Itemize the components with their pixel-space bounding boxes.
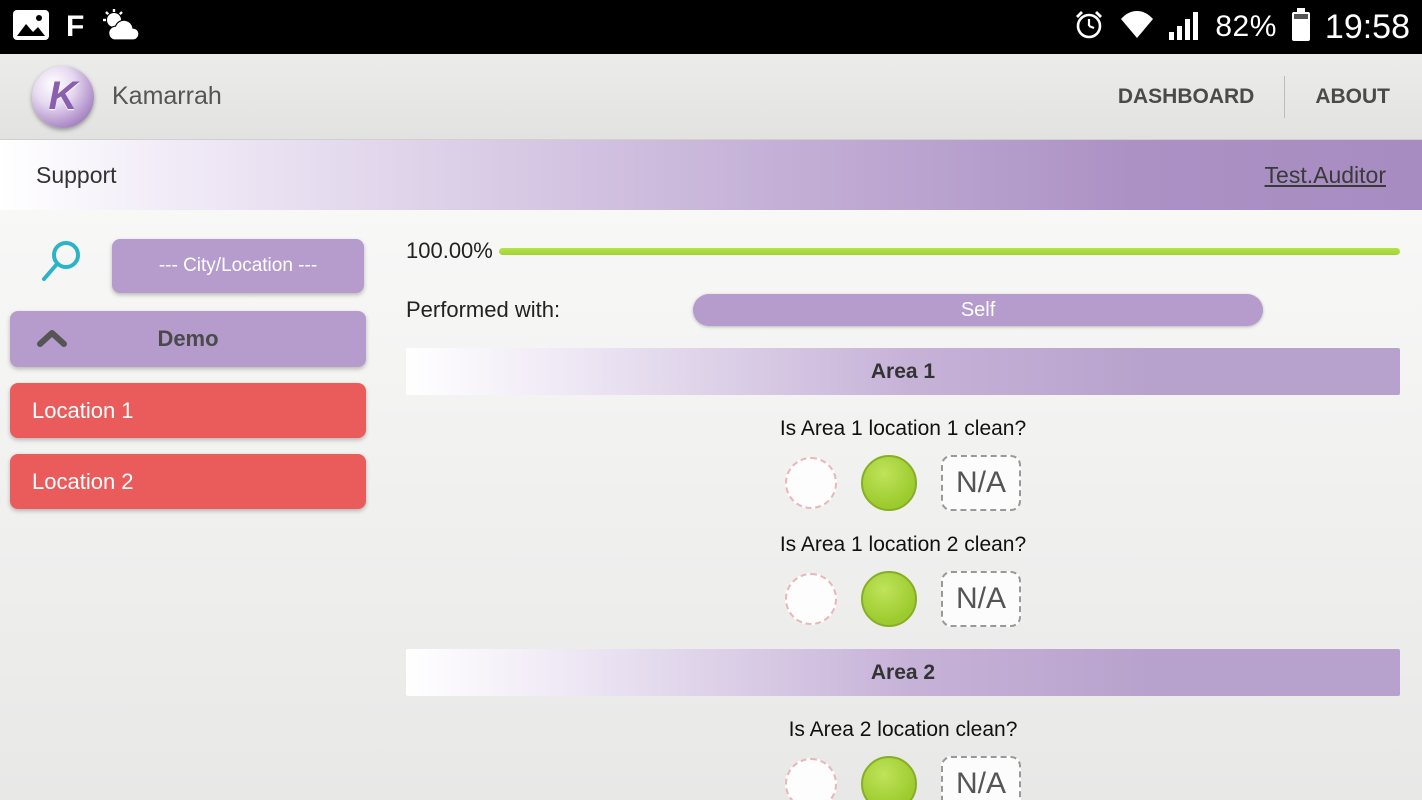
location-2-button[interactable]: Location 2 (10, 454, 366, 509)
support-bar: Support Test.Auditor (0, 140, 1422, 210)
chevron-up-icon (36, 328, 68, 351)
option-yes-circle-selected[interactable] (861, 571, 917, 627)
gallery-icon (12, 9, 50, 46)
nav-divider (1284, 75, 1286, 118)
weather-icon (100, 8, 142, 47)
option-na-button[interactable]: N/A (941, 455, 1021, 511)
progress-row: 100.00% (406, 238, 1400, 264)
option-na-button[interactable]: N/A (941, 571, 1021, 627)
progress-fill (498, 247, 1400, 255)
nav-about[interactable]: ABOUT (1315, 84, 1390, 108)
option-na-button[interactable]: N/A (941, 756, 1021, 800)
area-2-header[interactable]: Area 2 (406, 649, 1400, 696)
performed-with-row: Performed with: Self (406, 294, 1400, 326)
search-row: --- City/Location --- (0, 238, 378, 293)
wifi-icon (1119, 10, 1155, 45)
app-name: Kamarrah (112, 82, 222, 110)
option-no-circle[interactable] (785, 758, 837, 800)
alarm-icon (1073, 9, 1105, 46)
nav-dashboard[interactable]: DASHBOARD (1117, 84, 1255, 108)
performed-with-label: Performed with: (406, 297, 561, 322)
android-status-bar: F (0, 0, 1422, 54)
kamarrah-logo: K (32, 65, 94, 128)
question-2: Is Area 1 location 2 clean? N/A (406, 533, 1400, 627)
user-link[interactable]: Test.Auditor (1264, 161, 1386, 188)
audit-panel: 100.00% Performed with: Self Area 1 Is A… (378, 210, 1422, 800)
question-3: Is Area 2 location clean? N/A (406, 718, 1400, 800)
progress-label: 100.00% (406, 238, 493, 263)
question-2-options: N/A (406, 571, 1400, 627)
demo-group-button[interactable]: Demo (10, 311, 366, 367)
option-yes-circle-selected[interactable] (861, 756, 917, 800)
status-bar-notifications: F (12, 8, 142, 47)
area-2-title: Area 2 (870, 660, 936, 684)
option-no-circle[interactable] (785, 457, 837, 509)
question-3-text: Is Area 2 location clean? (788, 718, 1018, 741)
support-title: Support (36, 161, 117, 188)
f-app-icon: F (66, 10, 85, 43)
content: --- City/Location --- Demo Location 1 Lo… (0, 210, 1422, 800)
question-3-options: N/A (406, 756, 1400, 800)
battery-icon (1291, 7, 1311, 47)
battery-percent: 82% (1215, 10, 1277, 43)
group-label: Demo (157, 326, 219, 351)
logo-letter: K (48, 74, 78, 118)
signal-icon (1169, 9, 1201, 46)
option-no-circle[interactable] (785, 573, 837, 625)
question-1-text: Is Area 1 location 1 clean? (779, 417, 1027, 440)
area-1-header[interactable]: Area 1 (406, 348, 1400, 395)
area-1-title: Area 1 (870, 359, 936, 383)
option-yes-circle-selected[interactable] (861, 455, 917, 511)
header-nav: DASHBOARD ABOUT (1117, 75, 1390, 118)
performed-with-select[interactable]: Self (693, 294, 1264, 326)
sidebar: --- City/Location --- Demo Location 1 Lo… (0, 210, 378, 800)
progress-bar (498, 247, 1400, 255)
question-1-options: N/A (406, 455, 1400, 511)
clock-text: 19:58 (1324, 7, 1410, 46)
question-2-text: Is Area 1 location 2 clean? (779, 533, 1027, 556)
location-1-button[interactable]: Location 1 (10, 383, 366, 438)
app-header: K Kamarrah DASHBOARD ABOUT (0, 54, 1422, 140)
status-bar-system: 82% 19:58 (1073, 7, 1410, 47)
question-1: Is Area 1 location 1 clean? N/A (406, 417, 1400, 511)
city-location-button[interactable]: --- City/Location --- (112, 238, 364, 293)
search-icon[interactable] (36, 238, 86, 293)
